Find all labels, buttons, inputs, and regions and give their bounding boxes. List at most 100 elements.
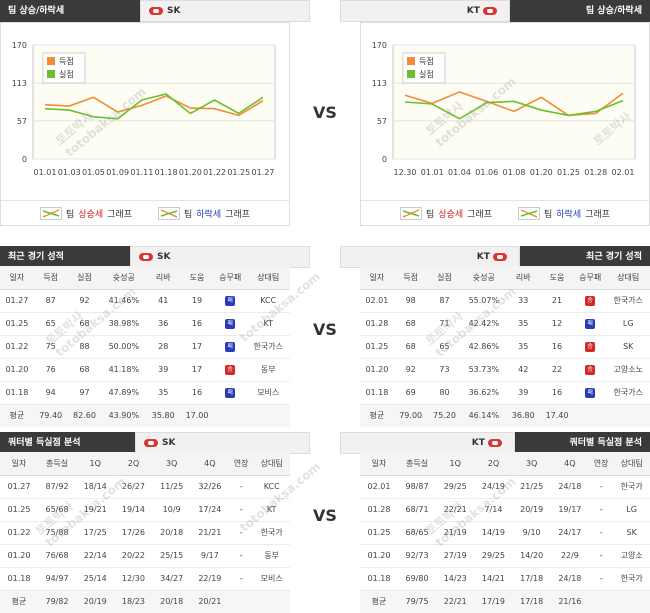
x-tick-label: 12.30: [394, 168, 417, 177]
legend-swatch: [47, 70, 55, 78]
vs-label-quarter: VS: [313, 506, 337, 525]
table-row: 01.22 75 88 50.00% 28 17 패 한국가스: [0, 335, 290, 359]
result-badge: 승: [225, 365, 236, 375]
column-header: 총득실: [397, 452, 437, 476]
column-header: 도움: [180, 266, 214, 290]
y-tick-label: 170: [12, 41, 27, 50]
x-tick-label: 01.25: [557, 168, 580, 177]
team-tag-left: SK: [135, 432, 310, 454]
team-name-right: KT: [476, 252, 490, 262]
table-cell: 35.80: [146, 404, 181, 427]
column-header: 득점: [393, 266, 428, 290]
table-cell: 모비스: [246, 381, 290, 405]
table-cell: 14/23: [436, 567, 475, 591]
result-cell: 패: [213, 335, 247, 359]
table-cell: 18/23: [114, 590, 153, 613]
table-cell: 33: [506, 289, 541, 313]
table-cell: 42.86%: [461, 335, 507, 359]
table-cell: 87: [33, 289, 68, 313]
result-cell: 승: [573, 358, 607, 382]
table-cell: 01.27: [0, 289, 34, 313]
quarter-header-left: 쿼터별 득실점 분석 SK: [0, 432, 310, 454]
table-cell: 평균: [360, 590, 398, 613]
x-tick-label: 01.22: [203, 168, 226, 177]
table-cell: 17/18: [512, 567, 551, 591]
table-cell: 65: [33, 312, 68, 336]
table-cell: [228, 590, 254, 613]
x-tick-label: 01.28: [584, 168, 607, 177]
table-cell: 24/18: [550, 567, 589, 591]
table-cell: 24/18: [550, 475, 589, 499]
table-cell: 94: [33, 381, 68, 405]
table-cell: -: [588, 521, 614, 545]
table-cell: 68: [67, 312, 102, 336]
result-badge: 승: [585, 296, 596, 306]
table-cell: 14/19: [474, 521, 513, 545]
table-cell: 01.22: [0, 335, 34, 359]
table-cell: SK: [613, 521, 650, 545]
trend-panel-right: 170 113 57 0 12.30 01.01 01.04 01.06 01.08 01.20 0…: [360, 22, 650, 226]
table-cell: 19: [180, 289, 214, 313]
y-tick-label: 113: [372, 79, 387, 88]
table-cell: 38.98%: [101, 312, 147, 336]
y-tick-label: 0: [22, 155, 27, 164]
table-cell: [253, 590, 290, 613]
table-cell: 02.01: [360, 475, 398, 499]
column-header: 슛성공: [101, 266, 147, 290]
recent-header-right: KT 최근 경기 성적: [340, 246, 650, 268]
table-cell: [246, 404, 290, 427]
table-cell: 01.20: [0, 358, 34, 382]
down-suffix: 그래프: [585, 210, 610, 220]
table-row: 01.25 65/68 19/21 19/14 10/9 17/24- KT: [0, 498, 290, 522]
down-graph-icon: [158, 207, 180, 220]
down-prefix: 팀: [184, 210, 193, 220]
trend-header-left: 팀 상승/하락세 SK: [0, 0, 310, 22]
column-header: 일자: [360, 266, 394, 290]
legend-swatch: [407, 70, 415, 78]
table-row: 01.27 87/92 18/14 26/27 11/25 32/26- KCC: [0, 475, 290, 499]
table-cell: 01.22: [0, 521, 38, 545]
team-logo-icon: [144, 438, 158, 447]
table-cell: 29/25: [474, 544, 513, 568]
up-prefix: 팀: [426, 210, 435, 220]
table-cell: 17: [180, 358, 214, 382]
result-cell: 패: [213, 289, 247, 313]
table-cell: 29/25: [436, 475, 475, 499]
table-header-row: 일자 득점 실점 슛성공 리바 도움 승무패 상대팀: [360, 266, 650, 290]
table-cell: 79.00: [393, 404, 428, 427]
table-cell: 22/9: [550, 544, 589, 568]
table-cell: 22: [540, 358, 574, 382]
average-row: 평균 79.40 82.60 43.90% 35.80 17.00: [0, 404, 290, 427]
down-word: 하락세: [196, 210, 222, 220]
team-name-right: KT: [471, 438, 485, 448]
table-cell: 65: [427, 335, 462, 359]
table-cell: -: [588, 475, 614, 499]
table-cell: 87: [427, 289, 462, 313]
table-cell: 28: [146, 335, 181, 359]
table-cell: 20/18: [152, 590, 191, 613]
y-tick-label: 113: [12, 79, 27, 88]
table-row: 01.18 94 97 47.89% 35 16 패 모비스: [0, 381, 290, 405]
table-cell: 22/21: [436, 498, 475, 522]
table-cell: 35: [146, 381, 181, 405]
table-cell: 14/21: [474, 567, 513, 591]
legend-swatch: [407, 57, 415, 65]
table-cell: 98/87: [397, 475, 437, 499]
result-badge: 패: [585, 388, 596, 398]
x-tick-label: 01.11: [130, 168, 153, 177]
table-row: 01.18 69 80 36.62% 39 16 패 한국가스: [360, 381, 650, 405]
table-cell: 68/71: [397, 498, 437, 522]
table-row: 01.27 87 92 41.46% 41 19 패 KCC: [0, 289, 290, 313]
table-cell: 20/18: [152, 521, 191, 545]
x-tick-label: 01.08: [503, 168, 526, 177]
table-cell: -: [228, 544, 254, 568]
table-cell: 한국가스: [606, 381, 650, 405]
table-cell: [606, 404, 650, 427]
table-row: 01.20 92/73 27/19 29/25 14/20 22/9- 고양소: [360, 544, 650, 568]
table-cell: 41: [146, 289, 181, 313]
team-tag-left: SK: [130, 246, 310, 268]
table-cell: 43.90%: [101, 404, 147, 427]
table-cell: 21: [540, 289, 574, 313]
table-cell: 97: [67, 381, 102, 405]
table-cell: 36: [146, 312, 181, 336]
